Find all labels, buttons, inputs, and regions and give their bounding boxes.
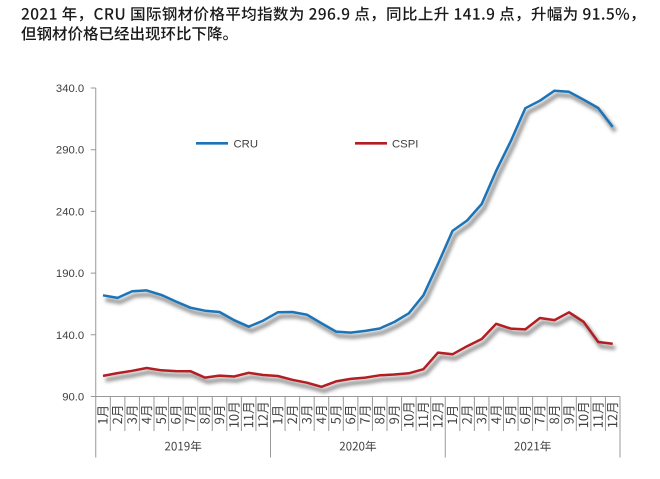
svg-text:CRU: CRU <box>234 139 258 151</box>
svg-text:340.0: 340.0 <box>56 83 84 95</box>
svg-text:240.0: 240.0 <box>56 206 84 218</box>
svg-text:CSPI: CSPI <box>392 139 418 151</box>
svg-text:290.0: 290.0 <box>56 145 84 157</box>
svg-text:140.0: 140.0 <box>56 330 84 342</box>
svg-text:190.0: 190.0 <box>56 268 84 280</box>
svg-text:90.0: 90.0 <box>62 392 84 404</box>
